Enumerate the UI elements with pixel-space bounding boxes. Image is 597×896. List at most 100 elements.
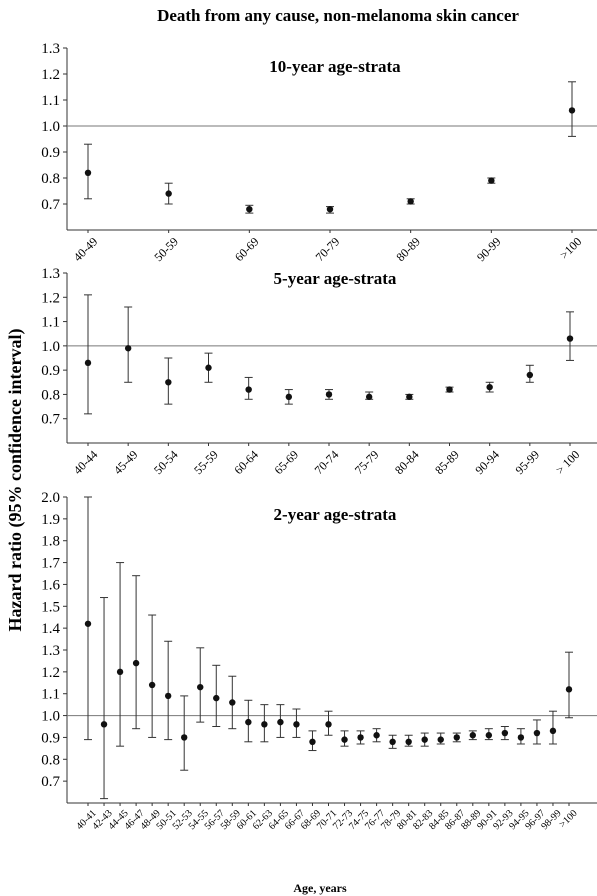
data-point — [181, 734, 188, 741]
data-point — [165, 379, 172, 386]
data-point — [389, 738, 396, 745]
y-tick-label: 1.0 — [41, 709, 60, 725]
panel-2: 0.7 0.8 0.9 1.0 1.1 1.2 1.3 5-year age-strata 40… — [41, 266, 597, 477]
data-point — [373, 732, 380, 739]
y-tick-label: 1.1 — [41, 315, 60, 331]
y-tick-label: 1.1 — [41, 93, 60, 109]
data-point — [165, 190, 172, 197]
y-tick-label: 1.6 — [41, 577, 60, 593]
x-tick-label: 90-99 — [474, 234, 504, 264]
data-point — [293, 721, 300, 728]
panel-subtitle: 5-year age-strata — [274, 269, 397, 288]
panel-subtitle: 10-year age-strata — [269, 57, 401, 76]
data-point — [84, 169, 92, 176]
data-point — [485, 732, 493, 739]
y-tick-label: 1.4 — [41, 621, 60, 637]
data-point — [116, 668, 124, 676]
data-point — [84, 359, 92, 367]
y-tick-label: 1.8 — [41, 534, 60, 550]
x-tick-label: > 100 — [553, 447, 583, 477]
data-point — [517, 734, 525, 741]
data-point — [407, 198, 414, 205]
data-point — [501, 729, 509, 737]
data-point — [549, 727, 557, 735]
data-point — [245, 718, 252, 726]
data-point — [213, 694, 220, 702]
data-point — [437, 736, 444, 743]
data-point — [326, 206, 334, 213]
y-tick-label: 1.7 — [41, 556, 60, 572]
data-point — [285, 393, 293, 401]
x-tick-label: 85-89 — [432, 447, 462, 477]
x-tick-label: 45-49 — [111, 447, 141, 477]
x-tick-label: 70-74 — [312, 447, 342, 477]
y-tick-label: 1.0 — [41, 339, 60, 355]
x-tick-label: 50-54 — [151, 447, 181, 477]
y-tick-label: 1.1 — [41, 687, 60, 703]
x-tick-label: 40-49 — [71, 234, 101, 264]
y-tick-label: 0.9 — [41, 145, 60, 161]
data-point — [229, 699, 236, 706]
data-point — [277, 718, 284, 726]
x-tick-label: 80-84 — [392, 447, 422, 477]
panel-1: 0.7 0.8 0.9 1.0 1.1 1.2 1.3 10-year age-strata 4… — [41, 41, 597, 264]
x-tick-label: 60-64 — [231, 447, 261, 477]
x-tick-label: 80-89 — [393, 234, 423, 264]
data-point — [486, 383, 493, 391]
x-axis-label: Age, years — [293, 881, 347, 895]
data-point — [132, 659, 140, 667]
x-tick-label: 90-94 — [472, 447, 502, 477]
data-point — [197, 683, 204, 691]
y-tick-label: 0.7 — [41, 197, 60, 213]
data-point — [533, 729, 541, 737]
y-tick-label: 0.8 — [41, 171, 60, 187]
data-point — [341, 736, 348, 743]
y-tick-label: 1.0 — [41, 119, 60, 135]
y-tick-label: 1.5 — [41, 599, 60, 615]
y-tick-label: 1.2 — [41, 290, 60, 306]
y-tick-label: 0.7 — [41, 774, 60, 790]
y-axis-label: Hazard ratio (95% confidence interval) — [5, 329, 26, 632]
data-point — [421, 736, 428, 743]
x-tick-label: 60-69 — [232, 234, 262, 264]
chart-panels: 0.7 0.8 0.9 1.0 1.1 1.2 1.3 10-year age-strata 4… — [41, 41, 597, 832]
data-point — [566, 335, 574, 342]
x-tick-label: >100 — [557, 234, 584, 261]
x-tick-label: 75-79 — [352, 447, 382, 477]
data-point — [164, 692, 172, 700]
data-point — [309, 738, 316, 745]
data-point — [84, 620, 92, 627]
data-point — [325, 391, 333, 398]
y-tick-label: 1.2 — [41, 665, 60, 681]
data-point — [246, 206, 253, 213]
x-tick-label: >100 — [557, 808, 579, 830]
data-point — [325, 721, 332, 728]
x-tick-label: 95-99 — [512, 447, 542, 477]
y-tick-label: 0.9 — [41, 363, 60, 379]
y-tick-label: 1.9 — [41, 512, 60, 528]
data-point — [245, 386, 252, 393]
data-point — [100, 721, 108, 728]
y-tick-label: 2.0 — [41, 490, 60, 506]
panel-3: 0.7 0.8 0.9 1.0 1.1 1.2 1.3 1.4 1.5 1.6 1.7 1.8 1.9 2… — [41, 490, 597, 832]
data-point — [261, 721, 268, 728]
data-point — [453, 734, 460, 741]
y-tick-label: 1.3 — [41, 41, 60, 57]
data-point — [446, 386, 453, 393]
data-point — [124, 345, 132, 352]
data-point — [205, 364, 212, 371]
data-point — [526, 371, 534, 379]
data-point — [406, 393, 413, 401]
x-tick-label: 50-59 — [151, 234, 181, 264]
y-tick-label: 1.3 — [41, 266, 60, 282]
y-tick-label: 0.7 — [41, 412, 60, 428]
data-point — [469, 732, 476, 739]
y-tick-label: 1.2 — [41, 67, 60, 83]
chart-title: Death from any cause, non-melanoma skin … — [157, 6, 519, 25]
x-tick-label: 70-79 — [313, 234, 343, 264]
y-tick-label: 0.8 — [41, 752, 60, 768]
data-point — [148, 681, 156, 689]
panel-subtitle: 2-year age-strata — [274, 505, 397, 524]
y-tick-label: 1.3 — [41, 643, 60, 659]
